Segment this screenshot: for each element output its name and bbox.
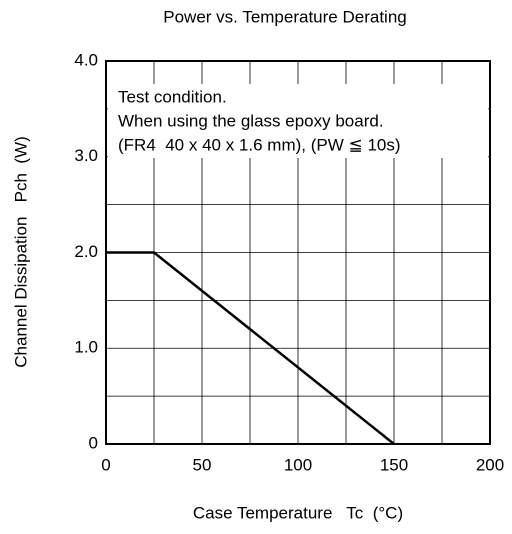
y-axis-label: Channel Dissipation Pch (W) [11, 136, 30, 367]
y-tick-label: 4.0 [74, 50, 98, 69]
y-tick-label: 3.0 [74, 146, 98, 165]
chart-title: Power vs. Temperature Derating [163, 7, 406, 26]
x-tick-label: 200 [476, 455, 504, 474]
x-tick-label: 150 [380, 455, 408, 474]
x-tick-label: 100 [284, 455, 312, 474]
annotation-box [108, 84, 488, 158]
data-line [106, 251, 395, 445]
y-tick-label: 2.0 [74, 242, 98, 261]
x-tick-label: 50 [193, 455, 212, 474]
y-tick-label: 1.0 [74, 338, 98, 357]
annotation: Test condition. [118, 87, 227, 106]
y-tick-label: 0 [89, 433, 98, 452]
annotation: When using the glass epoxy board. [118, 111, 384, 130]
x-axis-label: Case Temperature Tc (°C) [193, 503, 403, 522]
annotation: (FR4 40 x 40 x 1.6 mm), (PW ≦ 10s) [118, 135, 401, 154]
x-tick-label: 0 [101, 455, 110, 474]
